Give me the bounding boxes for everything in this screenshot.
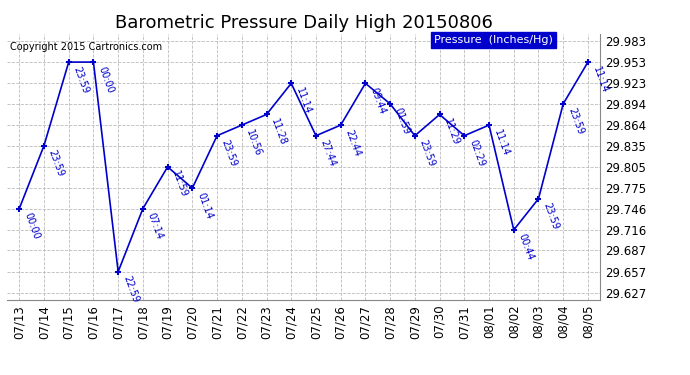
Text: 23:59: 23:59 bbox=[541, 201, 560, 231]
Title: Barometric Pressure Daily High 20150806: Barometric Pressure Daily High 20150806 bbox=[115, 14, 493, 32]
Text: 09:44: 09:44 bbox=[368, 86, 387, 116]
Text: 07:14: 07:14 bbox=[146, 211, 165, 241]
Text: 11:59: 11:59 bbox=[170, 170, 189, 199]
Text: Copyright 2015 Cartronics.com: Copyright 2015 Cartronics.com bbox=[10, 42, 162, 52]
Text: 22:44: 22:44 bbox=[344, 128, 362, 158]
Text: 01:14: 01:14 bbox=[195, 191, 214, 220]
Text: 23:59: 23:59 bbox=[566, 106, 585, 136]
Text: 00:44: 00:44 bbox=[517, 232, 535, 262]
Text: 11:14: 11:14 bbox=[492, 128, 511, 158]
Text: 23:59: 23:59 bbox=[417, 138, 437, 168]
Text: 11:14: 11:14 bbox=[591, 65, 609, 94]
Text: 23:59: 23:59 bbox=[220, 138, 239, 168]
Text: 23:59: 23:59 bbox=[47, 148, 66, 178]
Text: 11:28: 11:28 bbox=[269, 117, 288, 147]
Text: 10:56: 10:56 bbox=[244, 128, 264, 158]
Text: 27:44: 27:44 bbox=[319, 138, 337, 168]
Text: 22:59: 22:59 bbox=[121, 274, 140, 304]
Text: 01:59: 01:59 bbox=[393, 106, 412, 136]
Text: 02:29: 02:29 bbox=[467, 138, 486, 168]
Text: 00:00: 00:00 bbox=[96, 65, 115, 94]
Text: 11:14: 11:14 bbox=[294, 86, 313, 116]
Text: 11:29: 11:29 bbox=[442, 117, 462, 147]
Text: Pressure  (Inches/Hg): Pressure (Inches/Hg) bbox=[434, 35, 553, 45]
Text: 23:59: 23:59 bbox=[72, 65, 90, 94]
Text: 00:00: 00:00 bbox=[22, 211, 41, 241]
